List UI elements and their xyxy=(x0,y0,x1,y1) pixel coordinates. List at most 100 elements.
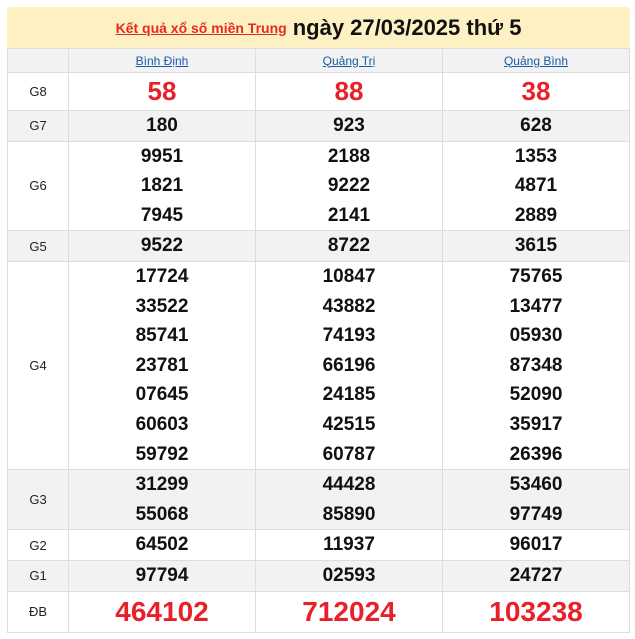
prize-number: 10847 xyxy=(322,265,376,287)
prize-cell: 9522 xyxy=(68,230,256,262)
prize-number: 74193 xyxy=(322,325,376,347)
prize-cell: 923 xyxy=(255,110,443,142)
prize-cell: 180 xyxy=(68,110,256,142)
prize-number: 11937 xyxy=(323,534,375,556)
prize-number: 464102 xyxy=(115,595,209,627)
prize-number: 9222 xyxy=(327,175,371,197)
prize-cell: 17724 33522 85741 23781 07645 60603 59792 xyxy=(68,260,256,471)
prize-number: 3615 xyxy=(514,235,558,257)
prize-number: 85741 xyxy=(135,325,189,347)
results-table: Bình Định Quảng Trị Quảng Bình G8 58 88 38 G… xyxy=(7,48,630,633)
prize-number: 26396 xyxy=(509,443,563,465)
prize-cell: 464102 xyxy=(68,590,256,633)
prize-cell: 53460 97749 xyxy=(442,469,630,531)
prize-label: G1 xyxy=(7,559,69,592)
prize-label: G2 xyxy=(7,529,69,561)
province-link[interactable]: Quảng Trị xyxy=(322,53,376,68)
prize-cell: 712024 xyxy=(255,590,443,633)
prize-number: 66196 xyxy=(322,354,376,376)
prize-number: 35917 xyxy=(509,413,563,435)
prize-row-g2: G2 64502 11937 96017 xyxy=(7,529,630,561)
prize-number: 60603 xyxy=(135,413,189,435)
prize-number: 42515 xyxy=(322,413,376,435)
province-cell: Bình Định xyxy=(68,48,256,73)
prize-number: 02593 xyxy=(322,564,376,586)
prize-row-g6: G6 9951 1821 7945 2188 9222 2141 1353 4871 2889 xyxy=(7,140,630,232)
prize-number: 2141 xyxy=(327,204,371,226)
prize-number: 43882 xyxy=(322,295,376,317)
prize-number: 97749 xyxy=(509,503,563,525)
prize-number: 1353 xyxy=(514,145,558,167)
prize-number: 97794 xyxy=(135,564,189,586)
prize-number: 33522 xyxy=(135,295,189,317)
prize-row-g1: G1 97794 02593 24727 xyxy=(7,559,630,592)
prize-cell: 11937 xyxy=(255,529,443,561)
prize-cell: 628 xyxy=(442,110,630,142)
draw-date: ngày 27/03/2025 thứ 5 xyxy=(292,14,522,40)
prize-number: 85890 xyxy=(322,503,376,525)
prize-cell: 97794 xyxy=(68,559,256,592)
prize-cell: 8722 xyxy=(255,230,443,262)
prize-number: 31299 xyxy=(135,474,189,496)
results-header: Kết quả xổ số miền Trung ngày 27/03/2025… xyxy=(7,7,630,48)
prize-number: 180 xyxy=(146,115,178,136)
prize-cell: 24727 xyxy=(442,559,630,592)
prize-number: 23781 xyxy=(135,354,189,376)
prize-label: G4 xyxy=(7,260,69,471)
prize-number: 4871 xyxy=(514,175,558,197)
prize-cell: 96017 xyxy=(442,529,630,561)
prize-number: 05930 xyxy=(509,325,563,347)
prize-number: 8722 xyxy=(327,235,371,257)
prize-cell: 64502 xyxy=(68,529,256,561)
province-cell: Quảng Bình xyxy=(442,48,630,73)
prize-number: 9522 xyxy=(140,235,184,257)
prize-cell: 1353 4871 2889 xyxy=(442,140,630,232)
prize-row-g5: G5 9522 8722 3615 xyxy=(7,230,630,262)
prize-number: 712024 xyxy=(302,595,396,627)
prize-number: 2188 xyxy=(327,145,371,167)
prize-label: G7 xyxy=(7,110,69,142)
prize-cell: 02593 xyxy=(255,559,443,592)
prize-number: 88 xyxy=(334,76,364,106)
prize-number: 2889 xyxy=(514,204,558,226)
prize-number: 58 xyxy=(147,76,177,106)
prize-cell: 75765 13477 05930 87348 52090 35917 26396 xyxy=(442,260,630,471)
prize-label: G6 xyxy=(7,140,69,232)
prize-number: 24727 xyxy=(509,564,563,586)
province-header-row: Bình Định Quảng Trị Quảng Bình xyxy=(7,48,630,73)
prize-number: 59792 xyxy=(135,443,189,465)
prize-number: 55068 xyxy=(135,503,189,525)
prize-label: G3 xyxy=(7,469,69,531)
prize-number: 24185 xyxy=(322,384,376,406)
prize-cell: 44428 85890 xyxy=(255,469,443,531)
prize-row-g8: G8 58 88 38 xyxy=(7,72,630,111)
prize-number: 07645 xyxy=(135,384,189,406)
province-link[interactable]: Bình Định xyxy=(135,53,189,68)
prize-row-đb: ĐB 464102 712024 103238 xyxy=(7,590,630,633)
prize-number: 87348 xyxy=(509,354,563,376)
prize-number: 923 xyxy=(333,115,365,136)
prize-number: 44428 xyxy=(322,474,376,496)
prize-number: 64502 xyxy=(135,534,189,556)
prize-row-g3: G3 31299 55068 44428 85890 53460 97749 xyxy=(7,469,630,531)
prize-cell: 10847 43882 74193 66196 24185 42515 60787 xyxy=(255,260,443,471)
results-panel: Kết quả xổ số miền Trung ngày 27/03/2025… xyxy=(7,7,630,633)
prize-number: 75765 xyxy=(509,265,563,287)
empty-header-cell xyxy=(7,48,69,73)
prize-row-g7: G7 180 923 628 xyxy=(7,110,630,142)
prize-cell: 3615 xyxy=(442,230,630,262)
prize-number: 52090 xyxy=(509,384,563,406)
prize-number: 96017 xyxy=(509,534,563,556)
prize-number: 628 xyxy=(520,115,552,136)
province-link[interactable]: Quảng Bình xyxy=(503,53,569,68)
prize-label: ĐB xyxy=(7,590,69,633)
prize-number: 9951 xyxy=(140,145,184,167)
prize-label: G8 xyxy=(7,72,69,111)
prize-row-g4: G4 17724 33522 85741 23781 07645 60603 59792 108… xyxy=(7,260,630,471)
prize-cell: 31299 55068 xyxy=(68,469,256,531)
prize-number: 7945 xyxy=(140,204,184,226)
region-link[interactable]: Kết quả xổ số miền Trung xyxy=(115,19,287,36)
prize-cell: 58 xyxy=(68,72,256,111)
prize-label: G5 xyxy=(7,230,69,262)
prize-cell: 2188 9222 2141 xyxy=(255,140,443,232)
